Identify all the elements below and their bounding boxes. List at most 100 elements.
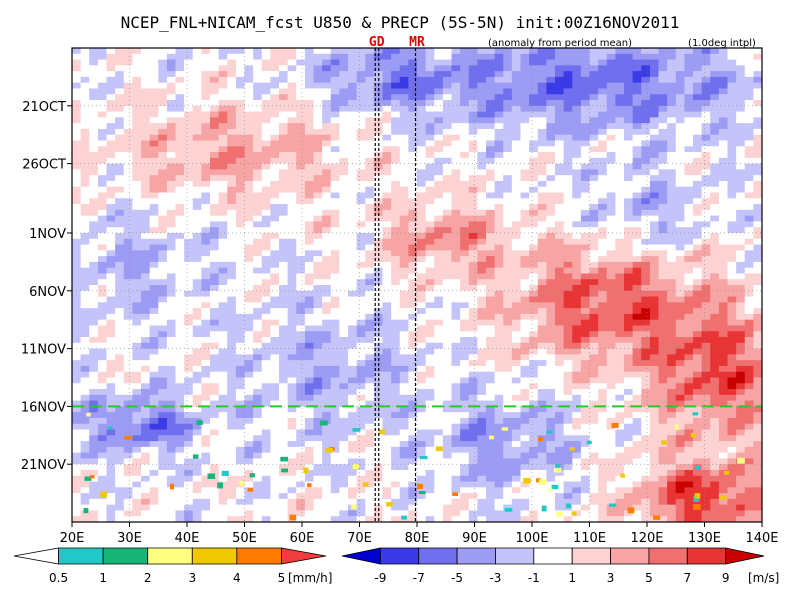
field-cell bbox=[210, 134, 220, 142]
field-cell bbox=[80, 290, 90, 298]
field-cell bbox=[442, 169, 453, 176]
field-cell bbox=[399, 209, 409, 217]
field-cell bbox=[693, 360, 703, 367]
field-cell bbox=[235, 111, 246, 118]
field-cell bbox=[322, 152, 332, 159]
field-cell bbox=[175, 123, 185, 130]
field-cell bbox=[348, 313, 358, 321]
field-cell bbox=[115, 76, 125, 84]
field-cell bbox=[330, 128, 340, 136]
field-cell bbox=[106, 371, 116, 379]
field-cell bbox=[106, 256, 116, 263]
field-cell bbox=[572, 71, 582, 78]
field-cell bbox=[382, 360, 392, 367]
field-cell bbox=[589, 117, 599, 124]
field-cell bbox=[279, 65, 289, 72]
field-cell bbox=[589, 128, 599, 136]
field-cell bbox=[399, 337, 409, 344]
field-cell bbox=[365, 134, 375, 142]
field-cell bbox=[210, 169, 220, 176]
field-cell bbox=[417, 227, 427, 234]
field-cell bbox=[494, 400, 504, 407]
field-cell bbox=[89, 59, 99, 66]
field-cell bbox=[253, 105, 263, 113]
field-cell bbox=[373, 389, 384, 396]
field-cell bbox=[572, 400, 582, 407]
field-cell bbox=[727, 244, 737, 251]
field-cell bbox=[235, 71, 246, 78]
field-cell bbox=[511, 377, 522, 384]
field-cell bbox=[175, 302, 185, 309]
field-cell bbox=[710, 377, 720, 384]
field-cell bbox=[580, 354, 591, 361]
field-cell bbox=[270, 279, 280, 286]
field-cell bbox=[279, 94, 289, 101]
field-cell bbox=[520, 134, 530, 142]
field-cell bbox=[598, 250, 608, 257]
field-cell bbox=[80, 209, 90, 217]
field-cell bbox=[589, 221, 599, 228]
field-cell bbox=[210, 128, 220, 136]
field-cell bbox=[123, 232, 133, 240]
field-cell bbox=[468, 123, 478, 130]
field-cell bbox=[520, 302, 530, 309]
field-cell bbox=[192, 209, 202, 217]
field-cell bbox=[511, 279, 522, 286]
field-cell bbox=[718, 76, 729, 84]
field-cell bbox=[641, 244, 651, 251]
field-cell bbox=[641, 146, 651, 153]
field-cell bbox=[580, 204, 591, 211]
field-cell bbox=[218, 163, 228, 170]
field-cell bbox=[546, 308, 556, 315]
field-cell bbox=[529, 365, 539, 373]
field-cell bbox=[736, 377, 746, 384]
field-cell bbox=[270, 232, 280, 240]
field-cell bbox=[624, 342, 634, 350]
field-cell bbox=[72, 244, 82, 251]
field-cell bbox=[313, 250, 323, 257]
field-cell bbox=[503, 238, 513, 246]
field-cell bbox=[598, 48, 608, 55]
field-cell bbox=[106, 279, 116, 286]
field-cell bbox=[572, 389, 582, 396]
field-cell bbox=[555, 117, 565, 124]
field-cell bbox=[649, 163, 660, 170]
field-cell bbox=[80, 204, 90, 211]
field-cell bbox=[632, 348, 642, 355]
field-cell bbox=[658, 313, 668, 321]
field-cell bbox=[624, 371, 634, 379]
field-cell bbox=[503, 209, 513, 217]
field-cell bbox=[520, 152, 530, 159]
field-cell bbox=[365, 232, 375, 240]
field-cell bbox=[615, 325, 625, 332]
field-cell bbox=[80, 100, 90, 107]
field-cell bbox=[106, 244, 116, 251]
field-cell bbox=[166, 71, 177, 78]
field-cell bbox=[304, 394, 315, 402]
field-cell bbox=[675, 365, 685, 373]
field-cell bbox=[701, 82, 711, 90]
field-cell bbox=[235, 256, 246, 263]
field-cell bbox=[580, 88, 591, 95]
field-cell bbox=[511, 175, 522, 182]
field-cell bbox=[72, 232, 82, 240]
field-cell bbox=[210, 337, 220, 344]
field-cell bbox=[632, 342, 642, 350]
field-cell bbox=[546, 348, 556, 355]
field-cell bbox=[287, 261, 297, 269]
field-cell bbox=[106, 76, 116, 84]
field-cell bbox=[434, 256, 444, 263]
field-cell bbox=[632, 308, 642, 315]
field-cell bbox=[753, 365, 762, 373]
field-cell bbox=[727, 82, 737, 90]
field-cell bbox=[546, 273, 556, 280]
field-cell bbox=[382, 319, 392, 327]
field-cell bbox=[477, 157, 487, 165]
field-cell bbox=[356, 302, 366, 309]
field-cell bbox=[434, 209, 444, 217]
field-cell bbox=[598, 152, 608, 159]
field-cell bbox=[615, 354, 625, 361]
field-cell bbox=[606, 256, 616, 263]
field-cell bbox=[192, 169, 202, 176]
field-cell bbox=[624, 331, 634, 338]
